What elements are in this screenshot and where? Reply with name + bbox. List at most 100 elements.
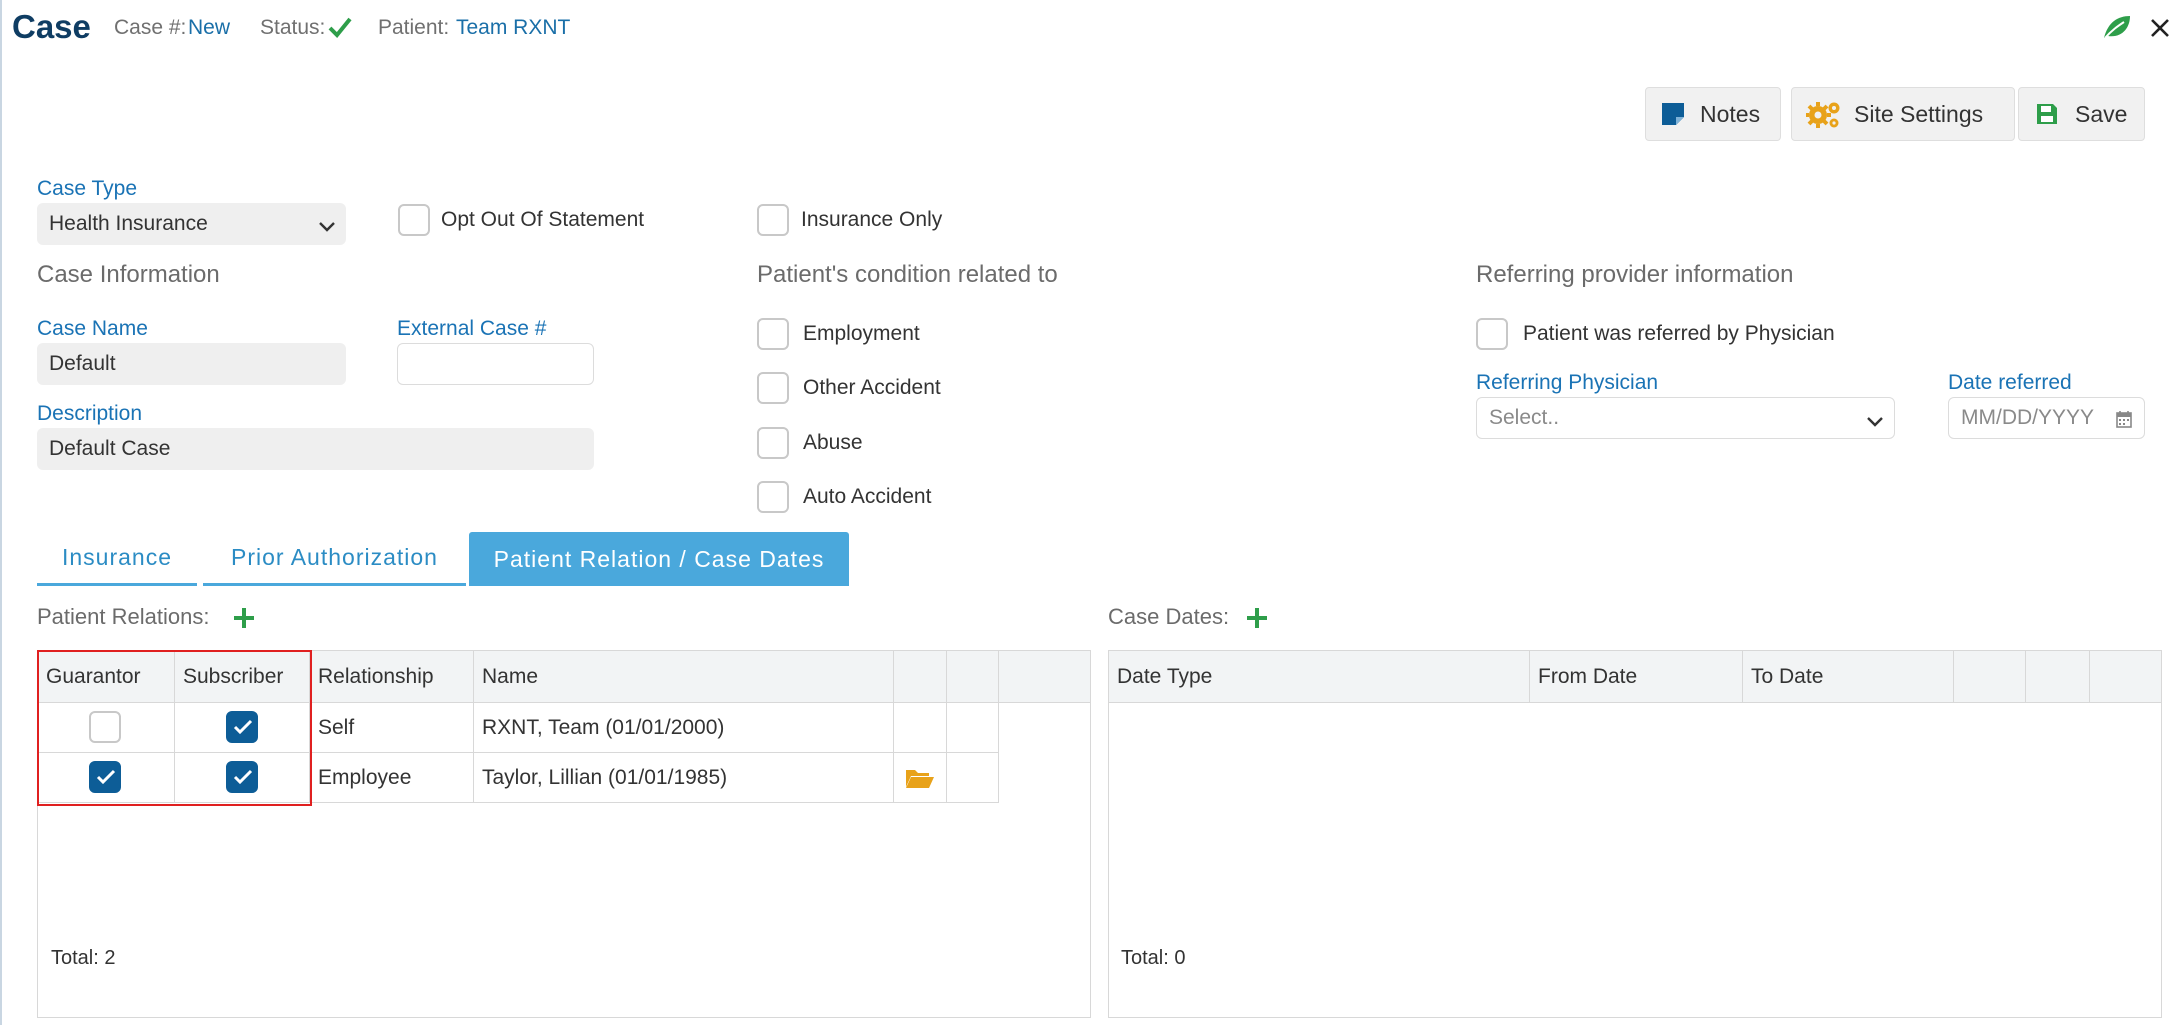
action-cell [894,753,947,803]
tab-patient-relation[interactable]: Patient Relation / Case Dates [469,532,849,586]
opt-out-label: Opt Out Of Statement [441,208,645,231]
case-dates-header: Date Type From Date To Date [1109,651,2161,703]
save-label: Save [2075,100,2128,127]
date-referred-field[interactable]: MM/DD/YYYY [1948,397,2145,439]
chevron-down-icon [318,216,336,240]
case-name-label: Case Name [37,317,148,340]
referred-checkbox[interactable] [1476,318,1508,350]
case-type-select[interactable]: Health Insurance [37,203,346,245]
notes-icon [1660,101,1686,127]
employment-label: Employment [803,322,920,345]
add-case-date-plus-icon[interactable] [1245,606,1269,630]
other-accident-checkbox[interactable] [757,372,789,404]
auto-accident-checkbox[interactable] [757,481,789,513]
close-icon[interactable] [2150,18,2170,43]
table-row: Employee Taylor, Lillian (01/01/1985) [38,753,1005,803]
case-name-field[interactable]: Default [37,343,346,385]
chevron-down-icon [1866,411,1884,435]
highlight-box [37,650,312,806]
column-to-date[interactable]: To Date [1743,651,1954,703]
calendar-icon[interactable] [2116,410,2132,434]
case-dates-title: Case Dates: [1108,604,1230,629]
save-icon [2035,102,2059,126]
action-cell [947,703,999,753]
subscriber-checkbox[interactable] [226,711,258,743]
gears-icon [1806,99,1842,129]
patient-relations-grid: Guarantor Subscriber Relationship Name S… [37,650,1091,1018]
action-cell [894,703,947,753]
referring-title: Referring provider information [1476,261,1794,288]
guarantor-cell [38,753,175,803]
referring-physician-label: Referring Physician [1476,371,1659,394]
guarantor-checkbox[interactable] [89,761,121,793]
condition-title: Patient's condition related to [757,261,1058,288]
description-field[interactable]: Default Case [37,428,594,470]
case-number-label: Case #: [114,16,187,39]
case-number-value: New [188,16,231,39]
description-label: Description [37,402,143,425]
name-cell: RXNT, Team (01/01/2000) [474,703,894,753]
leaf-icon[interactable] [2102,14,2132,45]
case-information-title: Case Information [37,261,220,288]
column-action-1 [1954,651,2026,703]
other-accident-label: Other Accident [803,376,941,399]
subscriber-cell [175,703,310,753]
employment-checkbox[interactable] [757,318,789,350]
folder-open-icon[interactable] [905,767,935,789]
column-action-2 [2026,651,2090,703]
tab-prior-authorization-label: Prior Authorization [231,544,438,570]
site-settings-label: Site Settings [1854,100,1984,127]
patient-label: Patient: [378,16,450,39]
patient-link[interactable]: Team RXNT [456,16,571,39]
case-type-label: Case Type [37,177,138,200]
referred-label: Patient was referred by Physician [1523,322,1835,345]
auto-accident-label: Auto Accident [803,485,932,508]
column-from-date[interactable]: From Date [1530,651,1743,703]
column-action-1 [894,651,947,703]
external-case-label: External Case # [397,317,547,340]
column-action-3 [2090,651,2162,703]
referring-physician-select[interactable]: Select.. [1476,397,1895,439]
case-name-value: Default [49,352,116,375]
window-left-border [0,0,2,1025]
notes-button[interactable]: Notes [1645,87,1781,141]
abuse-checkbox[interactable] [757,427,789,459]
case-type-value: Health Insurance [49,212,208,235]
description-value: Default Case [49,437,171,460]
relationship-cell: Self [310,703,474,753]
tab-insurance[interactable]: Insurance [37,532,197,586]
abuse-label: Abuse [803,431,863,454]
column-guarantor[interactable]: Guarantor [38,651,175,703]
insurance-only-checkbox[interactable] [757,204,789,236]
date-referred-placeholder: MM/DD/YYYY [1961,406,2095,429]
save-button[interactable]: Save [2018,87,2145,141]
column-relationship[interactable]: Relationship [310,651,474,703]
guarantor-cell [38,703,175,753]
column-date-type[interactable]: Date Type [1109,651,1530,703]
patient-relations-total: Total: 2 [51,947,116,969]
case-dates-grid: Date Type From Date To Date Total: 0 [1108,650,2162,1018]
status-check-icon [328,16,352,43]
patient-relations-header: Guarantor Subscriber Relationship Name [38,651,1090,703]
relationship-cell: Employee [310,753,474,803]
column-name[interactable]: Name [474,651,894,703]
column-subscriber[interactable]: Subscriber [175,651,310,703]
referring-physician-placeholder: Select.. [1489,406,1560,429]
subscriber-cell [175,753,310,803]
add-patient-relation-plus-icon[interactable] [232,606,256,630]
column-action-2 [947,651,999,703]
tab-prior-authorization[interactable]: Prior Authorization [203,532,466,586]
page-title: Case [12,8,91,45]
external-case-field[interactable] [397,343,594,385]
insurance-only-label: Insurance Only [801,208,943,231]
status-label: Status: [260,16,326,39]
guarantor-checkbox[interactable] [89,711,121,743]
tab-insurance-label: Insurance [61,544,172,570]
tab-patient-relation-label: Patient Relation / Case Dates [493,545,825,572]
notes-label: Notes [1700,100,1761,127]
patient-relations-title: Patient Relations: [37,604,210,629]
opt-out-checkbox[interactable] [398,204,430,236]
site-settings-button[interactable]: Site Settings [1791,87,2015,141]
subscriber-checkbox[interactable] [226,761,258,793]
case-dates-total: Total: 0 [1121,947,1186,969]
